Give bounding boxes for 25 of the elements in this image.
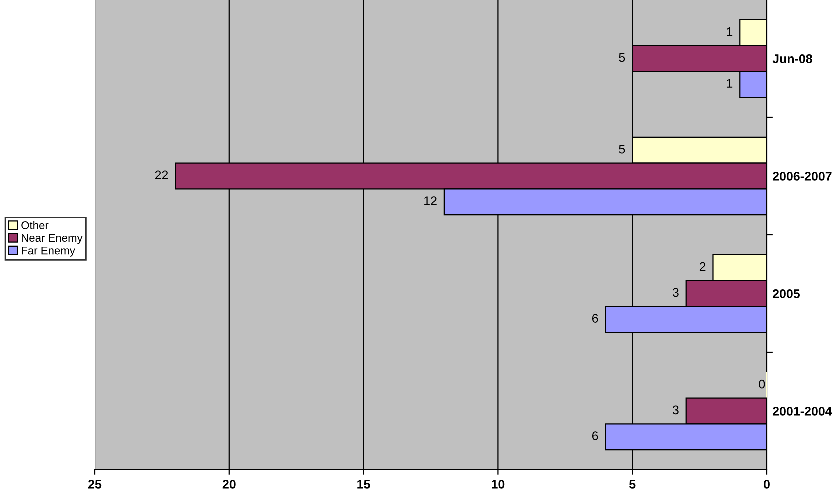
x-tick-label: 20: [222, 480, 236, 489]
data-label: 6: [592, 314, 598, 323]
y-tick-label: 2005: [772, 290, 800, 298]
data-label: 1: [727, 79, 733, 88]
data-label: 1: [727, 28, 733, 36]
x-tick-label: 0: [764, 480, 770, 489]
x-tick-label: 5: [630, 480, 636, 489]
data-label: 6: [592, 432, 598, 440]
legend-label: Near Enemy: [22, 234, 83, 244]
data-label: 5: [619, 53, 626, 62]
data-label: 22: [155, 170, 168, 180]
legend-label: Other: [22, 221, 49, 230]
y-tick-label: 2001-2004: [772, 407, 832, 416]
x-tick-label: 15: [358, 480, 370, 489]
x-tick-label: 25: [88, 480, 102, 489]
data-label: 12: [424, 196, 437, 206]
data-label: 3: [672, 406, 679, 415]
data-label: 5: [619, 145, 626, 154]
legend-label: Far Enemy: [22, 246, 76, 257]
y-tick-label: 2006-2007: [772, 172, 832, 181]
data-label: 3: [672, 288, 679, 298]
x-tick-label: 10: [492, 480, 505, 489]
data-label: 2: [700, 262, 706, 272]
y-tick-label: Jun-08: [772, 54, 812, 64]
data-label: 0: [759, 380, 766, 389]
